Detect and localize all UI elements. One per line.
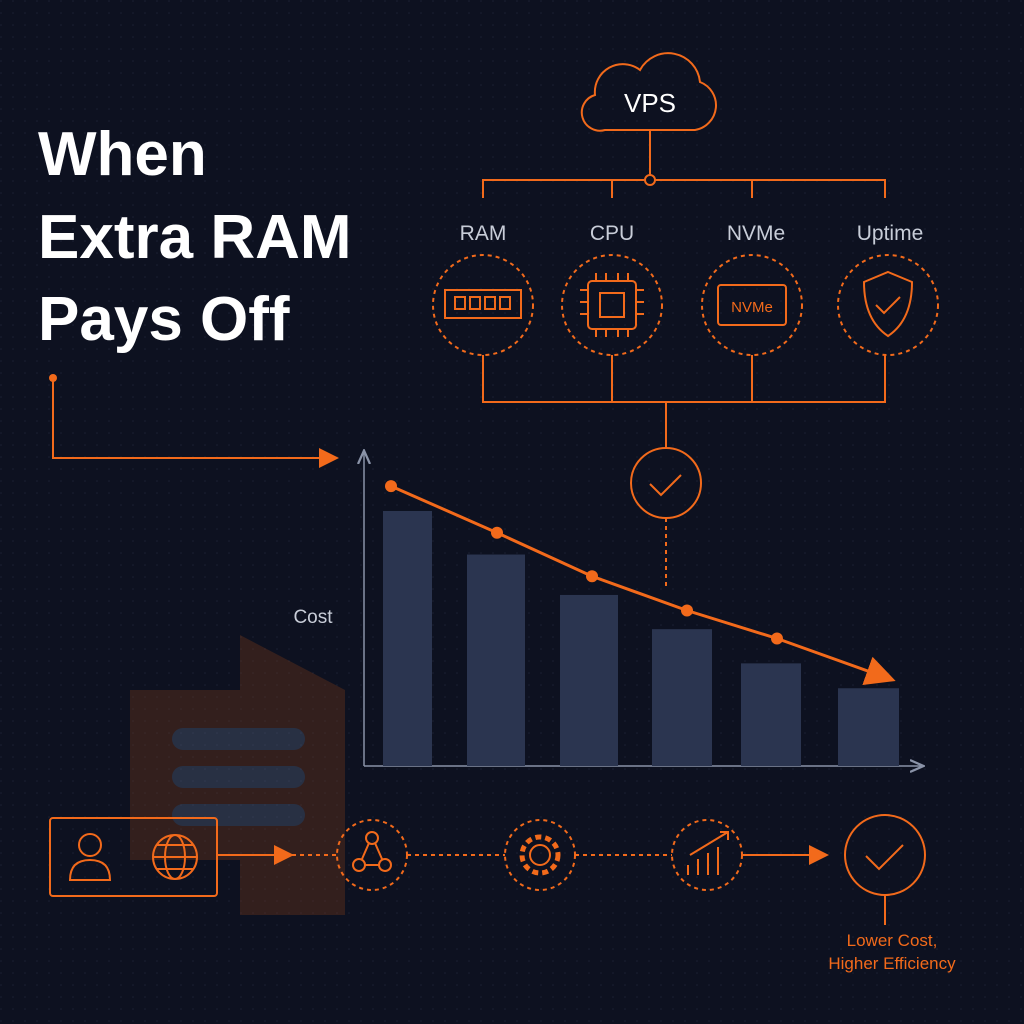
outcome-label: Lower Cost, — [847, 931, 938, 950]
user-box — [49, 817, 218, 897]
resource-label: CPU — [590, 222, 634, 245]
cloud-label: VPS — [624, 88, 676, 118]
resource-icons — [444, 270, 914, 338]
resource-label: Uptime — [857, 222, 924, 245]
connector — [482, 130, 886, 198]
trend-point — [491, 526, 503, 539]
connector — [482, 355, 886, 448]
cloud — [580, 52, 717, 132]
bar — [383, 510, 432, 766]
bar — [741, 663, 801, 766]
trend-point — [586, 570, 598, 583]
check-icon — [865, 844, 904, 871]
arrow — [52, 378, 339, 468]
flow-icons — [68, 831, 729, 881]
title-line: When — [38, 120, 207, 189]
resource-circles — [432, 254, 939, 356]
title: When Extra RAM Pays Off — [38, 120, 352, 354]
title-line: Extra RAM — [38, 203, 352, 272]
bar — [467, 554, 525, 766]
trend-line — [390, 484, 896, 685]
trend-point — [385, 480, 397, 493]
trend-point — [771, 632, 783, 645]
outcome-label: Higher Efficiency — [828, 954, 956, 973]
check-icon — [649, 474, 682, 497]
chart — [383, 480, 899, 766]
trend-point — [681, 604, 693, 617]
resource-label: NVMe — [727, 222, 785, 245]
title-line: Pays Off — [38, 285, 290, 354]
resource-label: RAM — [460, 222, 507, 245]
bar — [838, 688, 899, 766]
junction — [644, 174, 656, 186]
bar — [652, 629, 712, 766]
nvme-chip-label: NVMe — [731, 299, 773, 316]
bar — [560, 594, 618, 766]
y-axis-label: Cost — [293, 607, 333, 628]
